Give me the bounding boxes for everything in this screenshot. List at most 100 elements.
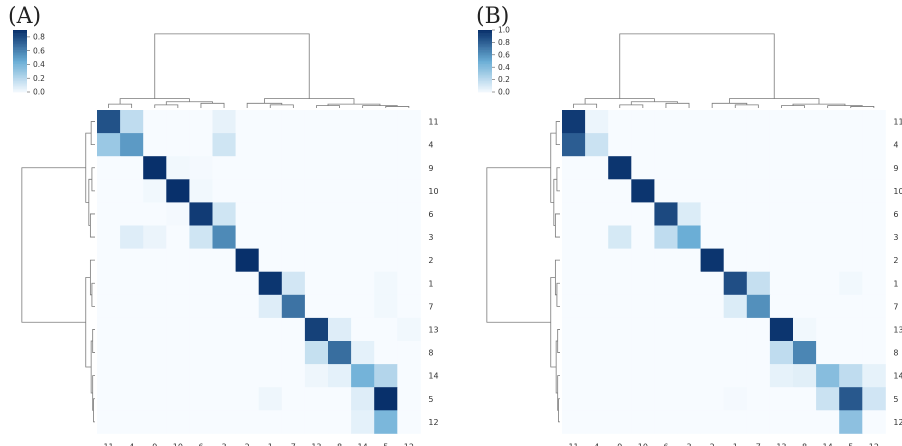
colorbar-segment bbox=[13, 79, 27, 82]
heatmap-cell bbox=[793, 133, 817, 157]
col-tick-label: 9 bbox=[617, 442, 622, 446]
heatmap-cell bbox=[769, 317, 794, 342]
heatmap-cell bbox=[235, 341, 260, 365]
heatmap-cell bbox=[212, 294, 236, 319]
dendrogram-branch bbox=[781, 105, 805, 108]
heatmap-cell bbox=[654, 387, 678, 411]
heatmap-cell bbox=[839, 410, 863, 434]
colorbar-segment bbox=[13, 70, 27, 73]
heatmap-cell bbox=[839, 387, 863, 411]
heatmap-cell bbox=[97, 248, 121, 273]
heatmap-cell bbox=[700, 179, 725, 203]
col-tick-label: 10 bbox=[638, 442, 648, 446]
heatmap-cell bbox=[281, 133, 306, 157]
colorbar-segment bbox=[478, 79, 492, 82]
dendrogram-branch bbox=[665, 102, 690, 108]
colorbar-segment bbox=[13, 64, 27, 66]
dendrogram-branch bbox=[154, 33, 310, 99]
heatmap-cell bbox=[608, 341, 632, 365]
colorbar-segment bbox=[13, 56, 27, 59]
heatmap-cell bbox=[723, 179, 748, 203]
heatmap-cell bbox=[654, 364, 678, 388]
heatmap-cell bbox=[862, 271, 886, 296]
heatmap-cell bbox=[585, 248, 609, 273]
heatmap-cell bbox=[212, 364, 236, 388]
heatmap-cell bbox=[212, 225, 236, 249]
heatmap-cell bbox=[328, 387, 352, 411]
colorbar-segment bbox=[478, 68, 492, 71]
heatmap-cell bbox=[258, 179, 283, 203]
colorbar-segment bbox=[13, 47, 27, 49]
heatmap-cell bbox=[374, 179, 398, 203]
heatmap-cell bbox=[608, 317, 632, 342]
heatmap-cell bbox=[608, 248, 632, 273]
heatmap-cell bbox=[304, 271, 329, 296]
colorbar-segment bbox=[13, 51, 27, 54]
heatmap-cell bbox=[769, 133, 794, 157]
heatmap-cell bbox=[562, 341, 586, 365]
heatmap-cell bbox=[351, 179, 375, 203]
heatmap-cell bbox=[351, 156, 375, 180]
heatmap-cell bbox=[585, 225, 609, 249]
colorbar-tick-label: 0.4 bbox=[498, 63, 510, 72]
heatmap-cell bbox=[397, 133, 421, 157]
colorbar-segment bbox=[478, 78, 492, 80]
heatmap-cell bbox=[143, 248, 167, 273]
heatmap-cell bbox=[328, 156, 352, 180]
heatmap-cell bbox=[816, 225, 840, 249]
heatmap-cell bbox=[562, 225, 586, 249]
heatmap-cell bbox=[700, 202, 725, 226]
heatmap-panel-b: (B) 11 4 9 10 6 3 2 1 7 13 8 14 5 12 11 4 9 10 6 3 2 1 7 13 8 14 5 1… bbox=[476, 4, 902, 446]
colorbar-segment bbox=[478, 67, 492, 70]
heatmap-cell bbox=[585, 387, 609, 411]
heatmap-cell bbox=[631, 317, 655, 342]
heatmap-cell bbox=[120, 317, 144, 342]
heatmap-cell bbox=[862, 225, 886, 249]
heatmap-cell bbox=[212, 133, 236, 157]
heatmap-cell bbox=[281, 387, 306, 411]
heatmap-cell bbox=[328, 225, 352, 249]
heatmap-cell bbox=[166, 317, 190, 342]
dendrogram-branch bbox=[554, 213, 560, 238]
heatmap-cell bbox=[608, 387, 632, 411]
heatmap-cell bbox=[397, 317, 421, 342]
heatmap-cell bbox=[120, 156, 144, 180]
heatmap-cell bbox=[235, 110, 260, 134]
heatmap-cell bbox=[166, 202, 190, 226]
heatmap-cell bbox=[677, 387, 701, 411]
row-tick-label: 2 bbox=[428, 256, 433, 265]
heatmap-cell bbox=[97, 156, 121, 180]
heatmap-cell bbox=[258, 248, 283, 273]
col-tick-label: 12 bbox=[404, 442, 414, 446]
heatmap-cell bbox=[631, 156, 655, 180]
heatmap-cell bbox=[328, 364, 352, 388]
colorbar-segment bbox=[478, 57, 492, 60]
heatmap-cell bbox=[374, 248, 398, 273]
heatmap-cell bbox=[677, 156, 701, 180]
heatmap-cell bbox=[97, 387, 121, 411]
heatmap-cell bbox=[189, 364, 213, 388]
heatmap-cell bbox=[585, 294, 609, 319]
colorbar-segment bbox=[478, 33, 492, 35]
colorbar-segment bbox=[13, 78, 27, 80]
heatmap-cell bbox=[839, 179, 863, 203]
heatmap-cell bbox=[816, 248, 840, 273]
heatmap-cell bbox=[631, 202, 655, 226]
heatmap-cell bbox=[700, 248, 725, 273]
heatmap-cell bbox=[397, 225, 421, 249]
heatmap-cell bbox=[608, 364, 632, 388]
heatmap-cell bbox=[189, 179, 213, 203]
heatmap-cell bbox=[374, 387, 398, 411]
heatmap-cell bbox=[143, 317, 167, 342]
heatmap-cell bbox=[839, 202, 863, 226]
heatmap-cell bbox=[374, 133, 398, 157]
dendrogram-branch bbox=[573, 103, 598, 108]
heatmap-cell bbox=[654, 410, 678, 434]
heatmap-cell bbox=[304, 110, 329, 134]
heatmap-cell bbox=[746, 317, 771, 342]
heatmap-cell bbox=[258, 271, 283, 296]
heatmap-cell bbox=[351, 364, 375, 388]
heatmap-cell bbox=[562, 156, 586, 180]
colorbar-segment bbox=[478, 82, 492, 85]
dendrogram-branch bbox=[246, 102, 283, 108]
